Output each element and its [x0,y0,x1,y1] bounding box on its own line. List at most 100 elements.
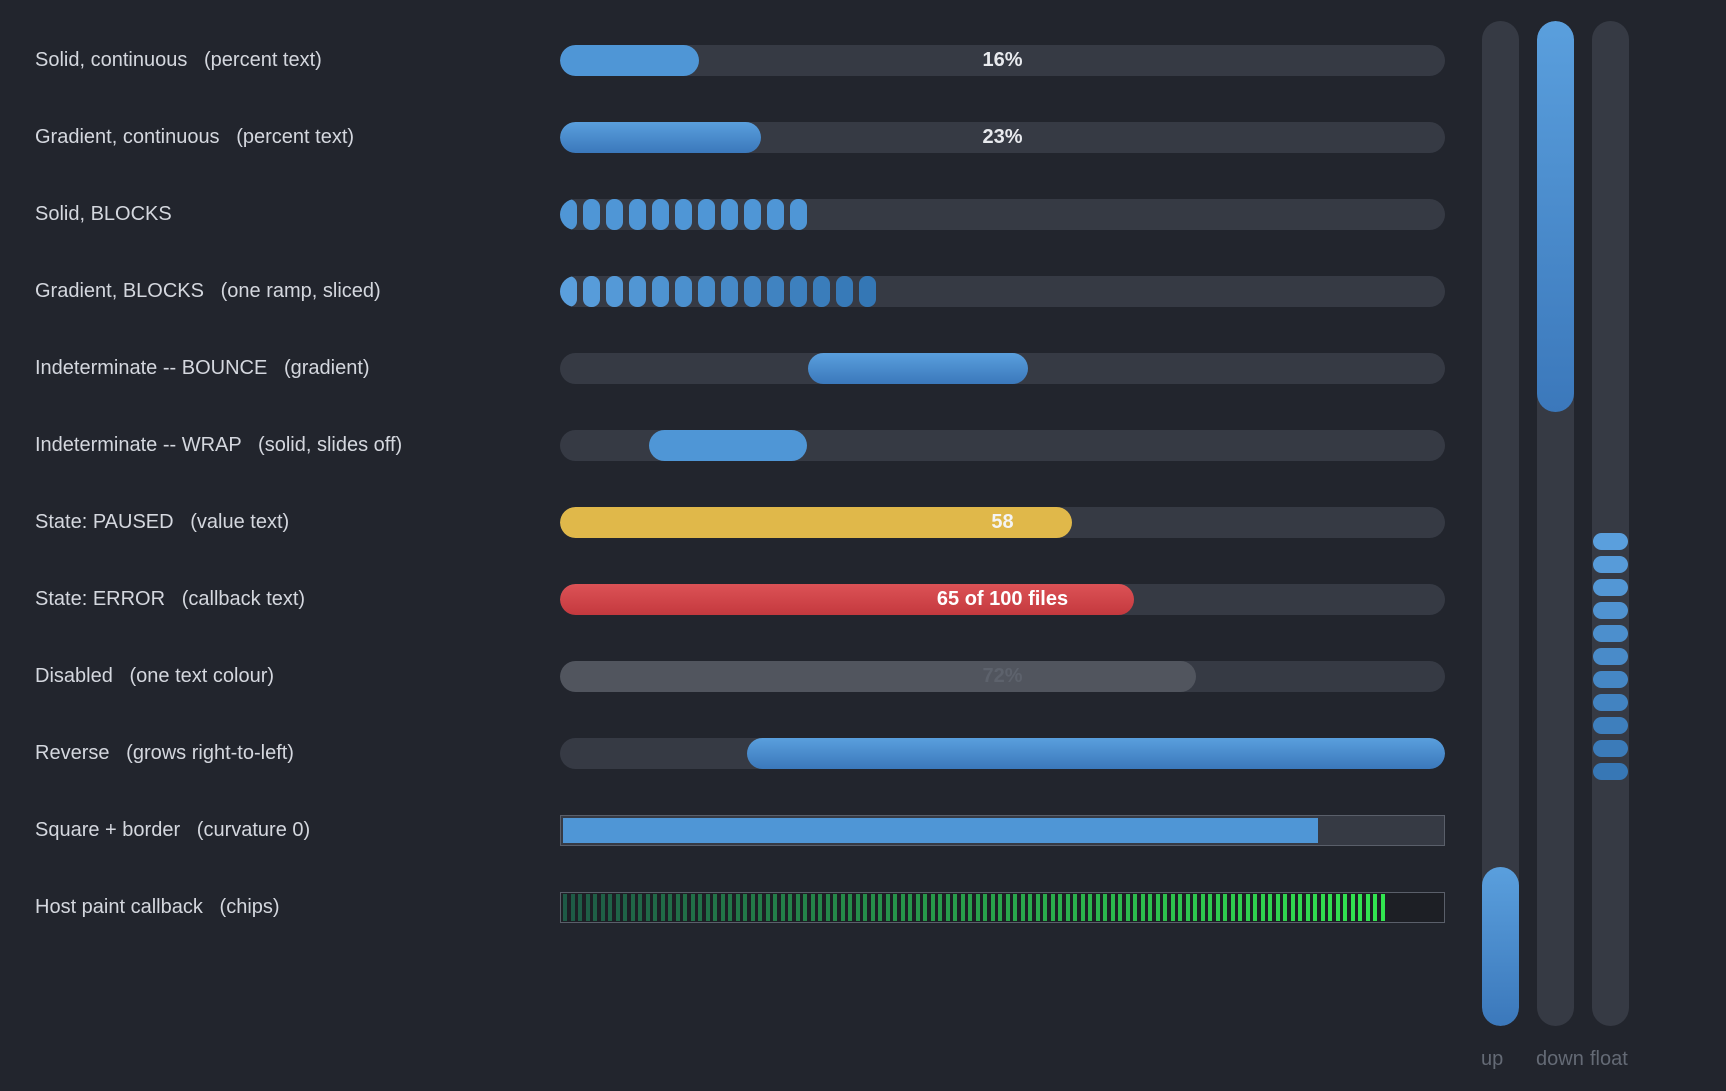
progress-chip [1365,894,1370,921]
progress-block [652,199,669,230]
progress-block [813,276,830,307]
progress-chip [653,894,657,921]
progress-indeterminate-wrap [560,430,1445,461]
progress-chip [638,894,642,921]
progress-chip [600,894,605,921]
progress-chip [1260,894,1265,921]
progress-block [560,199,577,230]
progress-gradient-blocks [560,276,1445,307]
progress-block [721,276,738,307]
progress-fill [560,45,699,76]
progress-block [767,276,784,307]
progress-chip [908,894,912,921]
progress-chip [1028,894,1032,921]
progress-chip [1020,894,1025,921]
progress-state-error: 65 of 100 files [560,584,1445,615]
progress-chip [1238,894,1242,921]
progress-chip [983,894,987,921]
row-label-host-paint: Host paint callback (chips) [35,896,280,918]
progress-block [675,199,692,230]
progress-chip [780,894,785,921]
progress-chip [1148,894,1152,921]
progress-chip [1178,894,1182,921]
progress-chip [1305,894,1310,921]
progress-chip [1350,894,1355,921]
progress-bounce-segment [808,353,1028,384]
progress-block [606,276,623,307]
progress-indeterminate-bounce [560,353,1445,384]
progress-chip [938,894,942,921]
progress-chip [1110,894,1115,921]
progress-chip [1058,894,1062,921]
vertical-progress-up [1482,21,1519,1026]
progress-block [836,276,853,307]
progress-chip [1103,894,1107,921]
progress-chip [1043,894,1047,921]
row-label-reverse: Reverse (grows right-to-left) [35,742,294,764]
vertical-fill-up [1482,867,1519,1026]
progress-fill [560,122,761,153]
progress-chip [645,894,650,921]
progress-chip [1073,894,1077,921]
progress-chip [1343,894,1347,921]
progress-chip [1230,894,1235,921]
vertical-float-block [1593,694,1628,711]
progress-chip [990,894,995,921]
progress-chip [1313,894,1317,921]
progress-chip [1268,894,1272,921]
vertical-fill-down [1537,21,1574,412]
progress-block [560,276,577,307]
row-label-state-paused: State: PAUSED (value text) [35,511,290,533]
vertical-float-block [1593,533,1628,550]
progress-chip [758,894,762,921]
progress-block [652,276,669,307]
progress-chip [900,894,905,921]
progress-chip [750,894,755,921]
vertical-label-down: down [1536,1048,1584,1070]
progress-chip [1215,894,1220,921]
progress-chip [623,894,627,921]
progress-chip [705,894,710,921]
progress-fill [747,738,1445,769]
row-label-solid-continuous: Solid, continuous (percent text) [35,49,322,71]
vertical-float-block [1593,579,1628,596]
progress-chip [585,894,590,921]
row-label-square-border: Square + border (curvature 0) [35,819,311,841]
progress-chip [840,894,845,921]
progress-chip [1185,894,1190,921]
progress-chip [1163,894,1167,921]
progress-chip [1373,894,1377,921]
progress-chip [675,894,680,921]
row-label-disabled: Disabled (one text colour) [35,665,275,687]
progress-chip [1223,894,1227,921]
progress-block [744,276,761,307]
progress-chip [825,894,830,921]
progress-reverse [560,738,1445,769]
row-label-state-error: State: ERROR (callback text) [35,588,306,610]
progress-solid-continuous: 16% [560,45,1445,76]
progress-chip [728,894,732,921]
row-label-indeterminate-wrap: Indeterminate -- WRAP (solid, slides off… [35,434,403,456]
progress-chip [563,894,567,921]
row-label-gradient-continuous: Gradient, continuous (percent text) [35,126,355,148]
progress-chip [570,894,575,921]
progress-chip [593,894,597,921]
progress-block [698,276,715,307]
progress-chip [953,894,957,921]
progress-chip [870,894,875,921]
progress-chip [1013,894,1017,921]
progress-chip [878,894,882,921]
progress-chip [1335,894,1340,921]
vertical-label-up: up [1481,1048,1504,1070]
progress-block [721,199,738,230]
progress-chip [803,894,807,921]
progress-chip [720,894,725,921]
progress-chip [1170,894,1175,921]
vertical-float-block [1593,671,1628,688]
progress-chip [945,894,950,921]
progress-chip [855,894,860,921]
progress-chip [1328,894,1332,921]
vertical-progress-down [1537,21,1574,1026]
progress-chip [698,894,702,921]
progress-chip [765,894,770,921]
